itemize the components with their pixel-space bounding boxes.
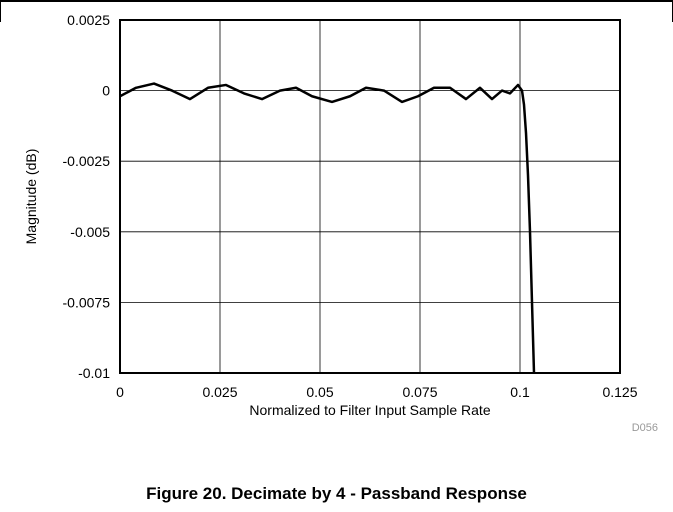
x-tick-label: 0.125: [602, 384, 637, 400]
top-rule: [0, 0, 673, 2]
left-rule: [0, 0, 1, 22]
magnitude-series-line: [119, 82, 536, 374]
passband-chart: 0 0.025 0.05 0.075 0.1 0.125 0.0025 0 -0.0025 -0.…: [23, 12, 638, 418]
x-tick-label: 0.075: [402, 384, 437, 400]
x-axis-label: Normalized to Filter Input Sample Rate: [249, 402, 490, 418]
grid: [119, 19, 621, 374]
y-tick-label: -0.0075: [63, 294, 111, 310]
y-tick-label: -0.01: [78, 365, 110, 381]
y-axis-label: Magnitude (dB): [23, 149, 39, 245]
plot-border: [119, 19, 621, 374]
y-tick-label: -0.005: [70, 224, 110, 240]
x-tick-label: 0.05: [306, 384, 333, 400]
tick-labels: 0 0.025 0.05 0.075 0.1 0.125 0.0025 0 -0.0025 -0.…: [63, 12, 638, 400]
x-tick-label: 0.1: [510, 384, 530, 400]
figure-code: D056: [631, 422, 658, 434]
y-tick-label: -0.0025: [63, 153, 111, 169]
x-tick-label: 0.025: [202, 384, 237, 400]
y-tick-label: 0.0025: [67, 12, 110, 28]
figure-caption: Figure 20. Decimate by 4 - Passband Resp…: [146, 484, 527, 503]
x-tick-label: 0: [116, 384, 124, 400]
y-tick-label: 0: [102, 83, 110, 99]
